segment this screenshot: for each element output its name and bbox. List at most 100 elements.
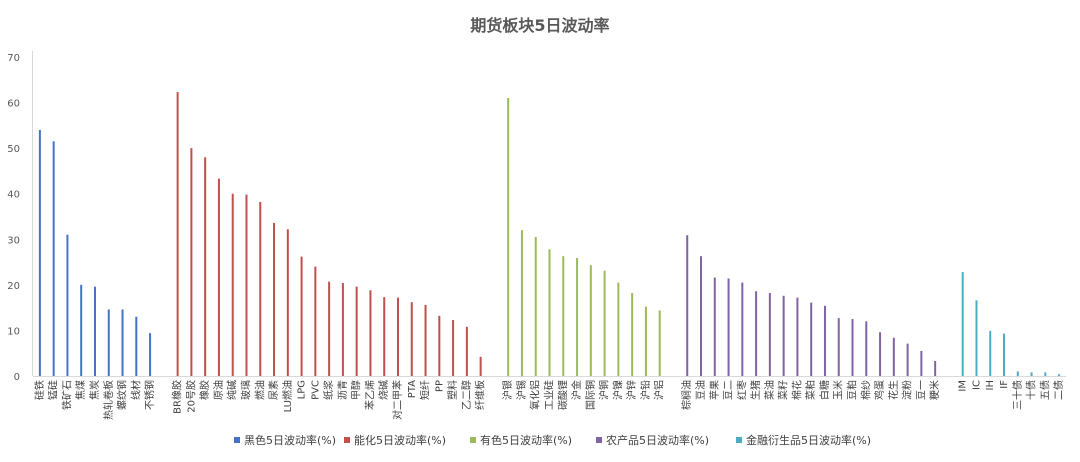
bar [355,286,358,376]
bar [273,222,276,376]
x-tick-label: 纤维板 [474,380,487,410]
x-tick-label: PTA [407,380,418,398]
bar [548,249,551,376]
x-tick-label: 沪镍 [611,380,624,400]
bar [300,256,303,376]
bar [851,319,854,376]
bar [892,337,895,376]
bar [383,297,386,376]
bar [507,98,510,376]
x-tick-label: 不锈钢 [143,380,156,410]
bar [259,201,262,376]
bar [107,309,110,376]
bar [1058,374,1061,376]
x-tick-label: 沪铅 [639,380,652,400]
bar [80,284,83,376]
x-tick-label: 塑料 [446,380,459,400]
x-tick-label: 螺纹钢 [116,380,129,410]
bar [438,315,441,376]
x-tick-label: 烧碱 [377,380,390,400]
legend-label: 有色5日波动率(%) [480,433,572,447]
bar [341,283,344,376]
y-tick-label: 10 [7,326,20,337]
bar [865,321,868,376]
bar [589,265,592,376]
legend-label: 黑色5日波动率(%) [244,433,336,447]
bar [1003,333,1006,376]
bar [810,302,813,376]
bar [686,235,689,376]
bar [204,157,207,376]
bar [410,302,413,376]
bar [562,256,565,376]
legend-swatch [736,437,742,443]
x-tick-label: IF [999,380,1010,389]
x-tick-label: 豆二 [723,380,735,400]
bar [190,148,193,376]
x-tick-label: 氧化铝 [529,380,542,410]
y-tick-label: 60 [7,99,20,110]
x-tick-label: 尿素 [267,380,280,400]
x-tick-label: 淀粉 [901,380,914,400]
x-tick-label: IH [985,380,996,390]
x-tick-label: BR橡胶 [171,380,184,414]
x-tick-label: 燃油 [253,380,266,400]
x-tick-label: 国际铜 [585,380,597,410]
x-tick-label: 豆油 [694,380,707,400]
x-tick-label: 沪金 [570,380,583,400]
x-tick-label: 工业硅 [543,380,556,410]
x-tick-label: 纯碱 [226,380,239,400]
bar [768,293,771,376]
bar [534,237,537,376]
x-tick-label: 菜油 [763,380,776,400]
legend-label: 农产品5日波动率(%) [606,433,709,447]
bar [1016,371,1019,376]
x-tick-label: 对二甲苯 [391,380,404,420]
x-tick-label: IM [958,380,969,392]
x-tick-label: 二债 [1052,380,1065,400]
x-tick-label: 20号胶 [184,380,197,413]
bar [328,281,331,376]
bar [1030,372,1033,376]
x-tick-label: 纸浆 [322,380,335,400]
bar [121,309,124,376]
bar [837,318,840,376]
bar [989,330,992,376]
x-tick-label: 豆粕 [846,380,859,400]
bar [755,291,758,376]
x-tick-label: 原油 [212,380,225,400]
x-tick-label: 玉米 [832,380,845,400]
bar [975,300,978,376]
x-tick-label: 白糖 [818,380,831,400]
bar [961,272,964,376]
x-tick-label: 沪铜 [598,380,611,400]
x-tick-label: 生猪 [749,380,762,400]
legend-swatch [470,437,476,443]
x-tick-label: 棕榈油 [680,380,693,410]
bar [396,297,399,376]
x-tick-label: 三十债 [1011,380,1024,410]
x-tick-label: 沪铝 [653,380,666,400]
x-tick-label: PVC [310,380,321,400]
x-tick-label: 玻璃 [239,380,252,400]
bar [631,293,634,376]
y-tick-label: 50 [7,144,20,155]
bar [52,141,55,376]
bar [286,229,289,376]
x-tick-label: IC [971,380,982,390]
x-tick-label: 花生 [887,380,900,400]
bar [713,277,716,376]
x-tick-label: PP [434,380,445,392]
x-tick-label: 甲醇 [350,380,363,400]
y-tick-label: 20 [7,281,20,292]
x-tick-label: 线材 [129,380,142,400]
x-tick-label: 焦煤 [74,380,87,400]
bar [700,256,703,376]
bar [479,356,482,376]
bar [245,194,248,376]
bar [920,350,923,376]
legend-swatch [234,437,240,443]
x-tick-label: 红枣 [735,380,748,400]
